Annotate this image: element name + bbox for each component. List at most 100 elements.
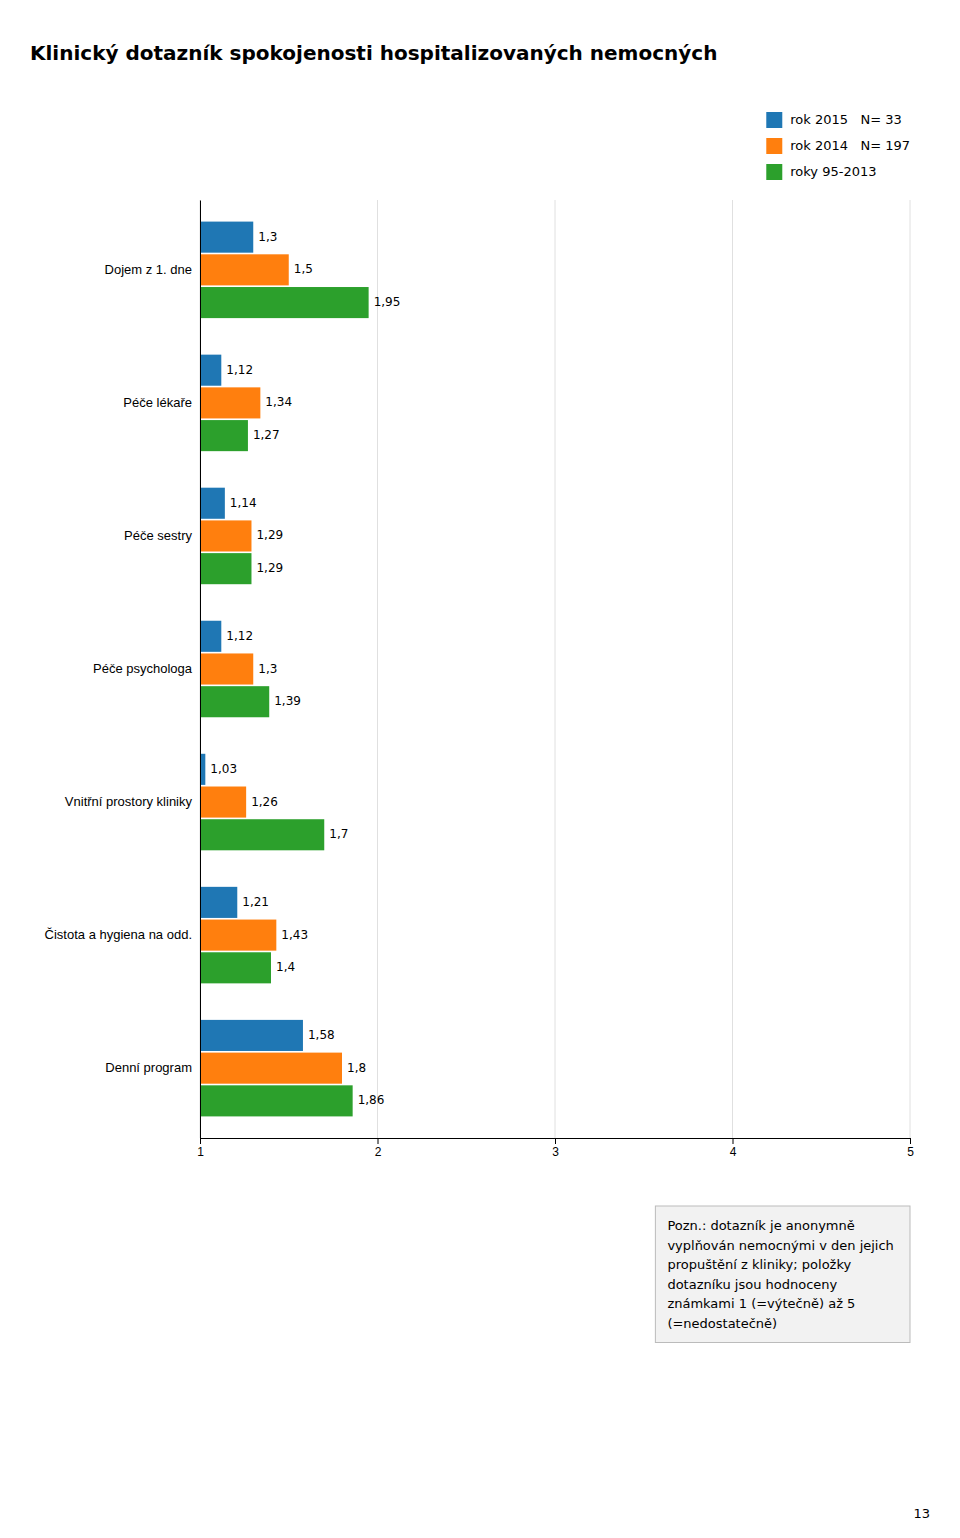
- legend-swatch: [766, 138, 782, 154]
- chart: Klinický dotazník spokojenosti hospitali…: [0, 0, 960, 1538]
- bar: [200, 787, 246, 818]
- tick-label: 2: [375, 1145, 382, 1159]
- tick: 5: [907, 1138, 914, 1159]
- data-label: 1,34: [265, 395, 292, 409]
- legend-label: rok 2015 N= 33: [790, 112, 901, 127]
- bar: [200, 420, 248, 451]
- tick-label: Péče psychologa: [93, 661, 193, 676]
- bar: [200, 1053, 342, 1084]
- bar: [200, 287, 369, 318]
- data-label: 1,4: [276, 960, 295, 974]
- bar: [200, 387, 260, 418]
- tick-label: 3: [552, 1145, 559, 1159]
- data-label: 1,3: [258, 662, 277, 676]
- tick-label: 5: [907, 1145, 914, 1159]
- note: Pozn.: dotazník je anonymně vyplňován ne…: [655, 1206, 910, 1343]
- plot: 1,31,121,141,121,031,211,581,51,341,291,…: [45, 200, 915, 1159]
- data-label: 1,03: [210, 762, 237, 776]
- legend-item: roky 95-2013: [766, 164, 876, 181]
- axis-line: [200, 201, 201, 1139]
- tick: Dojem z 1. dne: [105, 262, 192, 277]
- note-box: [655, 1206, 910, 1343]
- tick-label: Péče sestry: [124, 528, 192, 543]
- bars: [200, 222, 369, 1117]
- tick: 3: [552, 1138, 559, 1159]
- note-text: Pozn.: dotazník je anonymně vyplňován ne…: [667, 1218, 898, 1331]
- tick-label: Čistota a hygiena na odd.: [45, 927, 192, 942]
- data-label: 1,29: [256, 528, 283, 542]
- legend-label: roky 95-2013: [790, 164, 876, 179]
- data-label: 1,29: [256, 561, 283, 575]
- tick-mark: [378, 1138, 379, 1144]
- bar: [200, 952, 271, 983]
- data-label: 1,3: [258, 230, 277, 244]
- tick: Denní program: [105, 1060, 192, 1075]
- series: [200, 254, 342, 1083]
- grid: [200, 200, 910, 1138]
- bar: [200, 1020, 303, 1051]
- tick-label: Dojem z 1. dne: [105, 262, 192, 277]
- legend-label: rok 2014 N= 197: [790, 138, 910, 153]
- tick-mark: [910, 1138, 911, 1144]
- legend-item: rok 2015 N= 33: [766, 112, 901, 129]
- data-label: 1,86: [358, 1093, 385, 1107]
- series: [200, 222, 303, 1051]
- bar: [200, 653, 253, 684]
- bar: [200, 887, 237, 918]
- title: Klinický dotazník spokojenosti hospitali…: [30, 41, 717, 65]
- tick-label: Denní program: [105, 1060, 192, 1075]
- tick: 2: [375, 1138, 382, 1159]
- tick: Vnitřní prostory kliniky: [65, 794, 193, 809]
- bar: [200, 488, 225, 519]
- tick-label: Vnitřní prostory kliniky: [65, 794, 193, 809]
- bar: [200, 520, 251, 551]
- tick: Čistota a hygiena na odd.: [45, 927, 192, 942]
- data-label: 1,26: [251, 795, 278, 809]
- tick-mark: [200, 1138, 201, 1144]
- data-label: 1,12: [226, 629, 253, 643]
- grid-line: [200, 200, 201, 1138]
- bar: [200, 920, 276, 951]
- tick: Péče sestry: [124, 528, 192, 543]
- data-label: 1,43: [281, 928, 308, 942]
- legend: rok 2015 N= 33 rok 2014 N= 197 roky 95-201…: [766, 112, 910, 181]
- tick-mark: [733, 1138, 734, 1144]
- tick-mark: [555, 1138, 556, 1144]
- tick-label: Péče lékaře: [123, 395, 192, 410]
- data-label: 1,14: [230, 496, 257, 510]
- legend-item: rok 2014 N= 197: [766, 138, 910, 155]
- grid-line: [732, 200, 733, 1138]
- data-label: 1,12: [226, 363, 253, 377]
- tick-label: 1: [197, 1145, 204, 1159]
- data-label: 1,39: [274, 694, 301, 708]
- data-label: 1,58: [308, 1028, 335, 1042]
- bar: [200, 621, 221, 652]
- data-label: 1,5: [294, 262, 313, 276]
- data-label: 1,8: [347, 1061, 366, 1075]
- axis-line: [201, 1139, 911, 1145]
- page-number: 13: [913, 1506, 930, 1521]
- tick: Péče lékaře: [123, 395, 192, 410]
- tick: 4: [730, 1138, 737, 1159]
- tick-label: 4: [730, 1145, 737, 1159]
- data-label: 1,27: [253, 428, 280, 442]
- bar: [200, 355, 221, 386]
- bar: [200, 819, 324, 850]
- tick: 1: [197, 1138, 204, 1159]
- legend-swatch: [766, 164, 782, 180]
- legend-swatch: [766, 112, 782, 128]
- bar: [200, 553, 251, 584]
- data-label: 1,7: [329, 827, 348, 841]
- grid-line: [555, 200, 556, 1138]
- grid-line: [377, 200, 378, 1138]
- series: [200, 287, 369, 1116]
- x-axis: 1 2 3 4 5: [197, 1138, 914, 1159]
- bar: [200, 254, 289, 285]
- data-label: 1,21: [242, 895, 269, 909]
- tick: Péče psychologa: [93, 661, 193, 676]
- bar: [200, 686, 269, 717]
- data-label: 1,95: [374, 295, 401, 309]
- y-axis: Dojem z 1. dne Péče lékaře Péče sestry Péče…: [45, 201, 201, 1139]
- data-labels: 1,3 1,12 1,14 1,12 1,03 1,21 1,58 1,5 1,34 1,29 1,…: [210, 230, 400, 1108]
- grid-line: [910, 200, 911, 1138]
